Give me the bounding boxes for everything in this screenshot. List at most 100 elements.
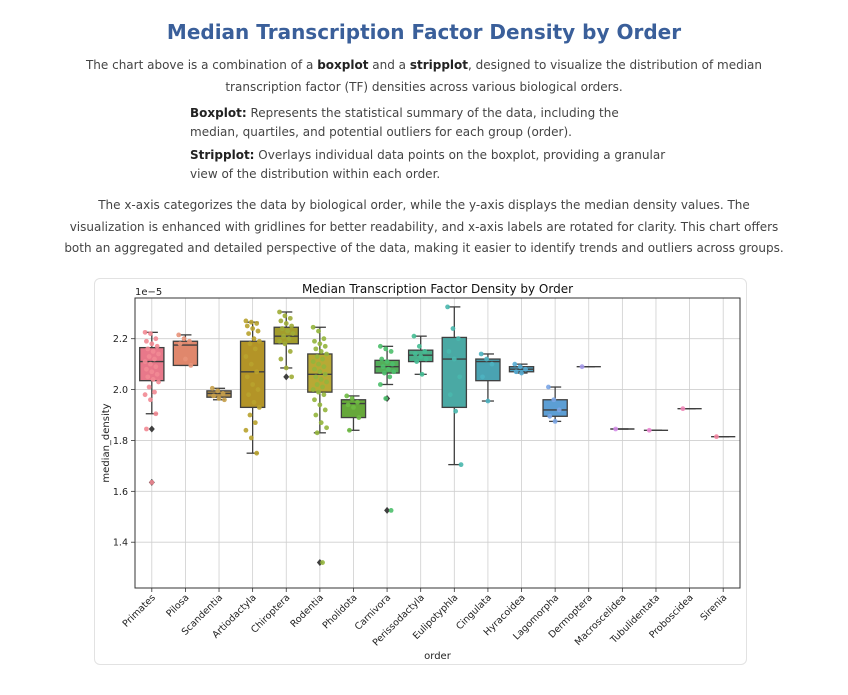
strip-point [322, 407, 328, 413]
strip-point [317, 341, 323, 347]
strip-point [321, 392, 327, 398]
strip-point [142, 359, 148, 364]
strip-point [216, 396, 222, 401]
strip-point [445, 304, 450, 310]
box-iqr [239, 340, 266, 409]
strip-point [144, 426, 149, 432]
strip-point [320, 384, 325, 390]
strip-point [322, 343, 328, 349]
strip-point [156, 379, 161, 385]
strip-point [450, 326, 456, 331]
strip-point [388, 349, 394, 354]
strip-point [251, 399, 257, 405]
strip-point [156, 351, 161, 357]
strip-point [324, 425, 329, 431]
strip-point [547, 413, 553, 419]
strip-point [457, 374, 463, 380]
strip-point [279, 326, 285, 331]
strip-point [484, 356, 489, 362]
strip-point [517, 364, 523, 370]
strip-point [356, 415, 362, 420]
strip-point [187, 338, 192, 344]
strip-point [283, 365, 289, 371]
strip-point [248, 361, 254, 367]
strip-point [478, 351, 484, 357]
y-scale-label: 1e−5 [135, 287, 162, 298]
strip-point [148, 361, 153, 367]
strip-point [379, 356, 385, 362]
strip-point [310, 359, 316, 364]
strip-point [446, 349, 452, 354]
strip-point [244, 323, 250, 329]
strip-point [188, 363, 194, 368]
strip-point [317, 402, 323, 408]
strip-point [377, 382, 383, 387]
strip-point [613, 426, 619, 432]
boxplot-definition: Boxplot: Represents the statistical summ… [190, 106, 619, 139]
outlier-marker [283, 373, 290, 381]
strip-point [322, 371, 328, 377]
x-tick-label: Primates [121, 592, 158, 629]
strip-point [211, 393, 217, 399]
strip-point [144, 366, 149, 372]
strip-point [380, 364, 386, 370]
box-iqr [441, 336, 468, 409]
strip-point [145, 374, 151, 380]
strip-point [391, 369, 397, 375]
strip-point [248, 435, 254, 441]
strip-point [714, 434, 719, 440]
strip-point [320, 356, 325, 362]
box-eulipotyphla [441, 306, 468, 466]
outlier-marker [384, 506, 391, 514]
strip-point [317, 369, 323, 375]
strip-point [176, 332, 182, 338]
strip-point [579, 364, 585, 370]
strip-point [252, 346, 258, 352]
strip-point [243, 354, 249, 359]
strip-point [314, 382, 320, 387]
strip-point [181, 336, 187, 342]
strip-point [351, 404, 356, 410]
strip-point [646, 427, 652, 433]
strip-point [383, 396, 389, 401]
strip-point [312, 366, 317, 372]
boxplot-term: boxplot [317, 58, 369, 72]
strip-point [316, 328, 321, 334]
stripplot-term: stripplot [409, 58, 469, 72]
strip-point [680, 406, 686, 412]
closing-paragraph: The x-axis categorizes the data by biolo… [64, 198, 784, 255]
strip-point [281, 333, 286, 339]
y-tick-label: 1.8 [113, 436, 128, 447]
strip-point [512, 361, 518, 367]
strip-point [209, 385, 215, 391]
strip-point [285, 328, 290, 334]
strip-point [183, 356, 188, 362]
strip-point [546, 384, 551, 390]
x-axis-label: order [424, 651, 452, 662]
strip-point [316, 361, 321, 367]
strip-point [256, 404, 262, 410]
strip-point [154, 371, 160, 377]
strip-point [321, 364, 327, 370]
strip-point [314, 430, 320, 436]
strip-point [313, 374, 319, 380]
strip-point [381, 370, 387, 376]
strip-point [247, 412, 253, 418]
strip-point [282, 341, 288, 347]
strip-point [152, 356, 157, 362]
strip-point [347, 427, 352, 433]
x-tick-label: Sirenia [698, 592, 729, 623]
strip-point [286, 336, 292, 342]
strip-point [388, 508, 394, 513]
strip-point [278, 318, 284, 324]
strip-point [243, 427, 249, 433]
strip-point [313, 412, 319, 418]
chart-title: Median Transcription Factor Density by O… [302, 282, 573, 296]
strip-point [422, 349, 428, 354]
y-tick-label: 2.2 [113, 334, 128, 345]
strip-point [149, 341, 155, 347]
strip-point [418, 354, 424, 359]
stripplot-definition: Stripplot: Overlays individual data poin… [190, 148, 666, 181]
strip-point [153, 364, 159, 370]
